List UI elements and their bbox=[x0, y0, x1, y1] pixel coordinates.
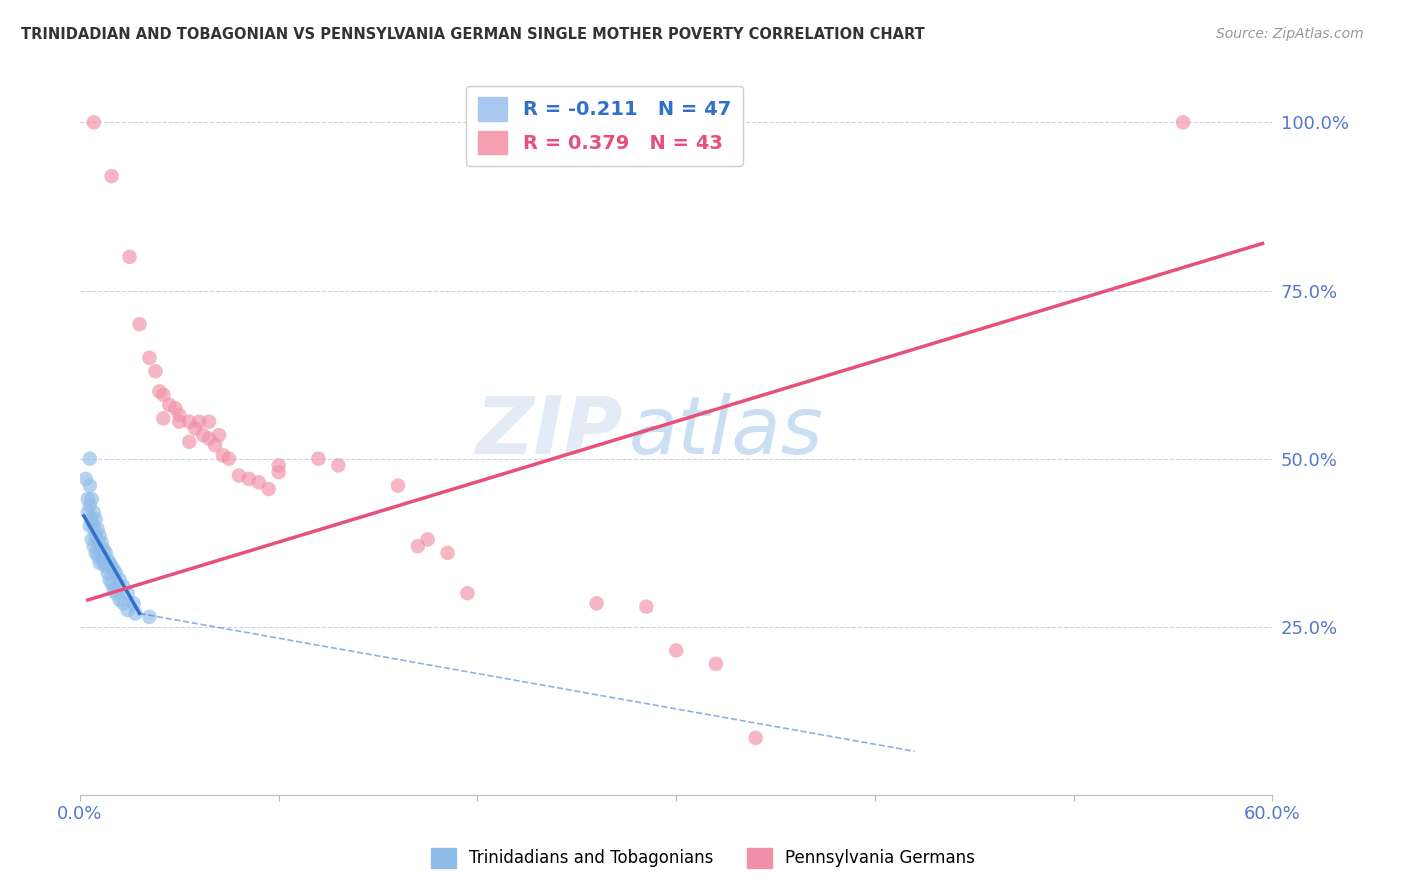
Point bbox=[104, 586, 127, 600]
Point bbox=[104, 566, 127, 580]
Point bbox=[97, 566, 120, 580]
Point bbox=[97, 552, 120, 566]
Point bbox=[179, 434, 201, 449]
Point bbox=[157, 398, 180, 412]
Point bbox=[228, 468, 250, 483]
Point bbox=[90, 549, 112, 564]
Point bbox=[79, 499, 101, 513]
Point bbox=[83, 519, 105, 533]
Point bbox=[406, 539, 429, 553]
Point bbox=[117, 586, 139, 600]
Point bbox=[103, 582, 125, 597]
Point bbox=[112, 596, 135, 610]
Point bbox=[98, 556, 121, 570]
Point bbox=[145, 364, 167, 378]
Point bbox=[98, 573, 121, 587]
Point bbox=[89, 542, 111, 557]
Point bbox=[198, 415, 221, 429]
Point bbox=[152, 388, 174, 402]
Point bbox=[436, 546, 458, 560]
Point bbox=[191, 428, 214, 442]
Point bbox=[138, 351, 160, 365]
Point bbox=[87, 522, 110, 536]
Point bbox=[89, 529, 111, 543]
Point bbox=[103, 563, 125, 577]
Point bbox=[456, 586, 478, 600]
Point bbox=[744, 731, 766, 745]
Point bbox=[212, 448, 235, 462]
Point bbox=[167, 408, 190, 422]
Point bbox=[79, 451, 101, 466]
Point bbox=[93, 542, 115, 557]
Point bbox=[84, 546, 107, 560]
Point bbox=[75, 472, 97, 486]
Point bbox=[387, 478, 409, 492]
Point bbox=[148, 384, 170, 399]
Point bbox=[307, 451, 329, 466]
Point bbox=[79, 478, 101, 492]
Point bbox=[165, 401, 187, 416]
Point bbox=[198, 432, 221, 446]
Point bbox=[1171, 115, 1194, 129]
Point bbox=[76, 506, 98, 520]
Point bbox=[247, 475, 270, 490]
Point bbox=[100, 559, 122, 574]
Point bbox=[636, 599, 658, 614]
Point bbox=[257, 482, 280, 496]
Point bbox=[108, 593, 131, 607]
Text: atlas: atlas bbox=[628, 392, 824, 471]
Point bbox=[152, 411, 174, 425]
Point bbox=[80, 491, 103, 506]
Point bbox=[94, 559, 117, 574]
Point bbox=[204, 438, 226, 452]
Point bbox=[188, 415, 211, 429]
Point bbox=[184, 421, 207, 435]
Point bbox=[665, 643, 688, 657]
Point bbox=[117, 603, 139, 617]
Point bbox=[83, 506, 105, 520]
Point bbox=[80, 512, 103, 526]
Point bbox=[87, 536, 110, 550]
Point bbox=[84, 529, 107, 543]
Point bbox=[208, 428, 231, 442]
Point bbox=[83, 115, 105, 129]
Point bbox=[87, 549, 110, 564]
Point bbox=[94, 546, 117, 560]
Point bbox=[238, 472, 260, 486]
Point bbox=[122, 596, 145, 610]
Point bbox=[112, 580, 135, 594]
Point bbox=[100, 576, 122, 591]
Point bbox=[167, 415, 190, 429]
Point bbox=[79, 519, 101, 533]
Legend: R = -0.211   N = 47, R = 0.379   N = 43: R = -0.211 N = 47, R = 0.379 N = 43 bbox=[467, 86, 742, 166]
Point bbox=[100, 169, 122, 183]
Point bbox=[138, 609, 160, 624]
Point bbox=[179, 415, 201, 429]
Point bbox=[76, 491, 98, 506]
Point bbox=[89, 556, 111, 570]
Text: ZIP: ZIP bbox=[475, 392, 623, 471]
Legend: Trinidadians and Tobagonians, Pennsylvania Germans: Trinidadians and Tobagonians, Pennsylvan… bbox=[425, 841, 981, 875]
Point bbox=[108, 573, 131, 587]
Text: TRINIDADIAN AND TOBAGONIAN VS PENNSYLVANIA GERMAN SINGLE MOTHER POVERTY CORRELAT: TRINIDADIAN AND TOBAGONIAN VS PENNSYLVAN… bbox=[21, 27, 925, 42]
Point bbox=[124, 607, 146, 621]
Point bbox=[84, 512, 107, 526]
Point bbox=[83, 539, 105, 553]
Point bbox=[93, 556, 115, 570]
Point bbox=[118, 250, 141, 264]
Point bbox=[90, 536, 112, 550]
Point bbox=[128, 317, 150, 331]
Text: Source: ZipAtlas.com: Source: ZipAtlas.com bbox=[1216, 27, 1364, 41]
Point bbox=[585, 596, 607, 610]
Point bbox=[328, 458, 350, 473]
Point bbox=[80, 533, 103, 547]
Point bbox=[416, 533, 439, 547]
Point bbox=[704, 657, 727, 671]
Point bbox=[218, 451, 240, 466]
Point bbox=[267, 458, 290, 473]
Point bbox=[267, 465, 290, 479]
